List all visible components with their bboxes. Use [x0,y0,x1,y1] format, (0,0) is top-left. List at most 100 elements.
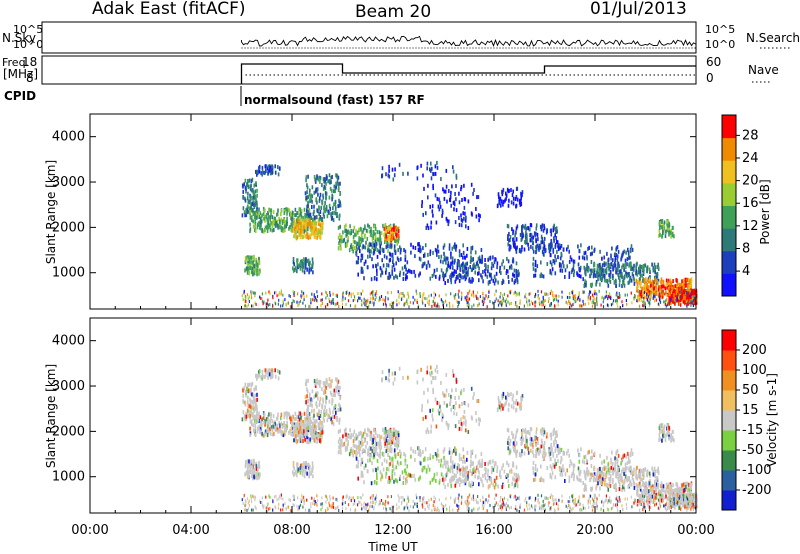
power-cell [442,271,444,276]
velocity-cell [316,380,318,384]
power-cell [421,264,424,269]
velocity-cell [330,417,332,422]
power-cell [309,227,312,232]
power-cell [311,199,313,204]
power-cell [453,272,456,276]
velocity-cell [295,426,298,431]
power-cell [392,256,394,261]
power-cell [448,219,450,224]
power-cell [539,274,542,279]
power-cell [302,230,304,235]
power-cell [584,250,587,255]
power-cell [605,294,607,298]
freq-label: Freq. [2,56,29,69]
power-cell [359,292,361,295]
power-cell [532,256,535,261]
power-cell [685,283,687,288]
power-cell [251,218,253,223]
power-cell [587,268,589,273]
power-cell [582,277,584,282]
power-cell [493,281,496,286]
power-cell [395,227,398,232]
power-cell [636,299,638,303]
power-cell [378,240,381,245]
power-cell [391,301,393,305]
power-cell [336,212,338,216]
power-cell [555,226,558,231]
velocity-cell [312,416,315,421]
velocity-cell [456,466,459,471]
power-cell [544,299,546,302]
power-cell [419,295,422,298]
power-cell [532,262,534,267]
velocity-cell [451,468,454,473]
velocity-cell [419,453,421,458]
velocity-cell [391,475,394,480]
power-cell [414,273,417,278]
power-cell [363,276,365,281]
power-cell [423,186,425,191]
power-cell [544,292,546,296]
power-cell [252,290,254,294]
power-cell [637,289,639,293]
power-cell [644,303,647,307]
power-cell [421,299,423,303]
power-cell [281,221,284,225]
power-cell [325,191,328,196]
power-cell [637,299,639,303]
power-cell [261,296,263,300]
power-cell [313,175,316,179]
power-cell [422,301,424,305]
colorbar-tick-label: 28 [742,128,759,143]
power-cell [428,263,431,268]
velocity-cell [305,417,307,421]
power-cell [247,257,249,262]
power-cell [581,255,584,260]
power-cell [575,299,577,303]
power-cell [360,234,363,238]
power-cell [280,217,283,222]
power-cell [416,292,418,296]
power-cell [352,292,354,296]
power-cell [672,288,674,293]
power-cell [254,294,256,298]
power-cell [465,266,467,271]
velocity-cell [459,468,461,473]
power-cell [309,218,311,223]
velocity-cell [307,408,309,413]
power-cell [360,292,362,296]
power-cell [458,301,460,304]
power-cell [503,265,506,270]
power-cell [601,296,603,300]
power-cell [678,301,681,306]
power-cell [337,225,340,230]
power-cell [525,226,527,231]
velocity-cell [354,436,357,441]
power-cell [649,298,651,302]
velocity-cell [385,471,388,476]
power-cell [387,263,390,268]
power-cell [645,289,647,294]
power-cell [541,250,544,254]
power-cell [277,172,280,177]
power-cell [362,230,364,235]
power-cell [477,263,479,268]
power-cell [372,230,375,234]
power-cell [255,260,258,265]
date-label: 01/Jul/2013 [590,0,687,19]
velocity-cell [397,452,399,457]
velocity-cell [314,435,317,440]
power-cell [305,175,308,180]
power-cell [430,168,432,173]
power-cell [257,259,260,264]
power-cell [652,288,655,293]
power-cell [614,252,616,257]
power-cell [578,255,581,260]
velocity-cell [259,430,262,435]
power-cell [460,185,463,189]
velocity-cell [260,423,263,428]
power-cell [529,233,531,238]
power-cell [615,253,617,257]
power-cell [319,179,321,184]
power-cell [339,192,341,196]
